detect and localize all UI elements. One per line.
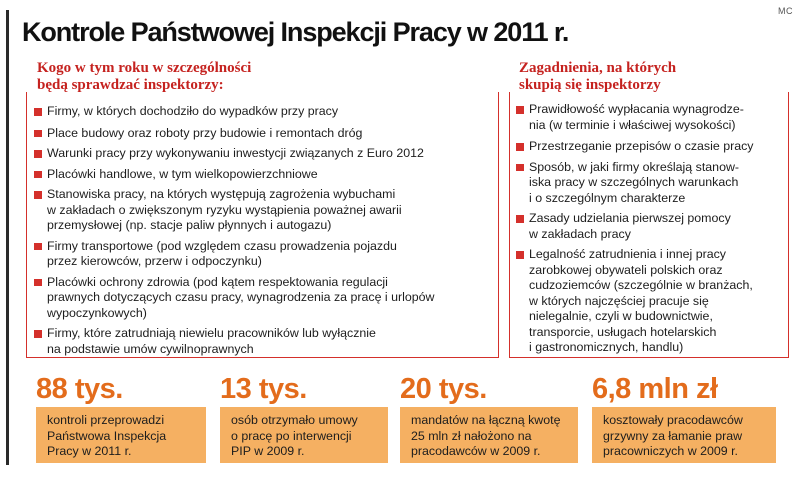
list-item-text: na podstawie umów cywilnoprawnych — [47, 341, 254, 356]
square-bullet-icon — [516, 251, 524, 259]
list-item-text: w których najczęściej pracuje się — [529, 293, 709, 308]
square-bullet-icon — [34, 150, 42, 158]
list-item: Placówki handlowe, w tym wielkopowierzch… — [34, 167, 496, 183]
list-item: Zasady udzielania pierwszej pomocy w zakł… — [516, 211, 786, 242]
list-item-text: przemysłowej (np. stacje paliw płynnych … — [47, 218, 332, 232]
list-item: Warunki pracy przy wykonywaniu inwestycj… — [34, 146, 496, 162]
stat-description-line: mandatów na łączną kwotę — [411, 413, 561, 427]
right-list: Prawidłowość wypłacania wynagrodze-nia (… — [516, 102, 786, 361]
square-bullet-icon — [516, 163, 524, 171]
right-heading-line: Zagadnienia, na których — [519, 60, 677, 76]
stat-description-line: kosztowały pracodawców — [603, 413, 743, 427]
right-panel-heading: Zagadnienia, na których skupią się inspe… — [519, 60, 676, 93]
list-item-text: Placówki ochrony zdrowia (pod kątem resp… — [47, 274, 388, 289]
square-bullet-icon — [34, 242, 42, 250]
square-bullet-icon — [516, 143, 524, 151]
left-panel-heading: Kogo w tym roku w szczególności będą spr… — [37, 60, 251, 93]
list-item-text: przez kierowców, przerw i odpoczynku) — [47, 254, 262, 268]
list-item-text: w zakładach o zwiększonym ryzyku wystąpi… — [47, 202, 402, 217]
square-bullet-icon — [34, 170, 42, 178]
list-item: Place budowy oraz roboty przy budowie i … — [34, 126, 496, 142]
stat-description: osób otrzymało umowy o pracę po interwenc… — [220, 407, 388, 463]
list-item: Sposób, w jaki firmy określają stanow-is… — [516, 160, 786, 207]
list-item-text: Placówki handlowe, w tym wielkopowierzch… — [47, 166, 318, 181]
list-item-text: w zakładach pracy — [529, 226, 631, 241]
list-item-text: i gastronomicznych, handlu) — [529, 340, 684, 354]
credit-label: MC — [778, 6, 793, 16]
page-title: Kontrole Państwowej Inspekcji Pracy w 20… — [22, 17, 569, 47]
left-list: Firmy, w których dochodziło do wypadków … — [34, 104, 496, 362]
square-bullet-icon — [34, 330, 42, 338]
list-item-text: Firmy, które zatrudniają niewielu pracow… — [47, 326, 376, 340]
list-item: Legalność zatrudnienia i innej pracy zaro… — [516, 247, 786, 356]
list-item-text: Przestrzeganie przepisów o czasie pracy — [529, 139, 754, 153]
list-item-text: nielegalnie, czyli w budownictwie, — [529, 309, 713, 323]
square-bullet-icon — [34, 129, 42, 137]
list-item: Przestrzeganie przepisów o czasie pracy — [516, 139, 786, 155]
list-item: Firmy, w których dochodziło do wypadków … — [34, 104, 496, 120]
stat-description-line: pracodawców w 2009 r. — [411, 444, 541, 458]
list-item-text: Prawidłowość wypłacania wynagrodze- — [529, 102, 744, 116]
stat-description-line: kontroli przeprowadzi — [47, 413, 165, 427]
stat-description-line: 25 mln zł nałożono na — [411, 428, 532, 443]
list-item: Placówki ochrony zdrowia (pod kątem resp… — [34, 275, 496, 322]
stat-description-line: osób otrzymało umowy — [231, 413, 358, 427]
list-item: Prawidłowość wypłacania wynagrodze-nia (… — [516, 102, 786, 133]
list-item: Firmy transportowe (pod względem czasu p… — [34, 239, 496, 270]
stat-description-line: o pracę po interwencji — [231, 428, 352, 443]
stat-description: kosztowały pracodawców grzywny za łamanie… — [592, 407, 776, 463]
list-item: Stanowiska pracy, na których występują z… — [34, 187, 496, 234]
list-item-text: Firmy, w których dochodziło do wypadków … — [47, 104, 339, 118]
square-bullet-icon — [34, 108, 42, 116]
stat-number: 88 tys. — [36, 373, 123, 405]
stat-description-line: grzywny za łamanie praw — [603, 428, 743, 443]
stat-description-line: pracowniczych w 2009 r. — [603, 444, 738, 458]
list-item-text: prawnych dotyczących czasu pracy, wynagr… — [47, 290, 435, 304]
list-item-text: cudzoziemców (szczególnie w branżach, — [529, 278, 753, 292]
list-item: Firmy, które zatrudniają niewielu pracow… — [34, 326, 496, 357]
list-item-text: zarobkowej obywateli polskich oraz — [529, 262, 723, 277]
list-item-text: i o szczególnym charakterze — [529, 190, 686, 205]
stat-description-line: Państwowa Inspekcja — [47, 428, 167, 443]
square-bullet-icon — [34, 191, 42, 199]
list-item-text: Sposób, w jaki firmy określają stanow- — [529, 159, 740, 174]
stat-description-line: Pracy w 2011 r. — [47, 444, 132, 458]
list-item-text: wypoczynkowych) — [47, 305, 147, 320]
list-item-text: Zasady udzielania pierwszej pomocy — [529, 211, 731, 225]
left-rule — [6, 10, 9, 465]
stat-description: kontroli przeprowadzi Państwowa Inspekcja… — [36, 407, 206, 463]
list-item-text: Place budowy oraz roboty przy budowie i … — [47, 125, 363, 140]
list-item-text: Stanowiska pracy, na których występują z… — [47, 187, 396, 201]
stat-number: 20 tys. — [400, 373, 487, 405]
stat-number: 13 tys. — [220, 373, 307, 405]
stat-description: mandatów na łączną kwotę 25 mln zł nałożo… — [400, 407, 578, 463]
left-heading-line: będą sprawdzać inspektorzy: — [37, 76, 224, 93]
square-bullet-icon — [34, 278, 42, 286]
list-item-text: nia (w terminie i właściwej wysokości) — [529, 117, 736, 132]
left-panel-frame — [26, 92, 499, 358]
list-item-text: Legalność zatrudnienia i innej pracy — [529, 247, 726, 261]
list-item-text: Warunki pracy przy wykonywaniu inwestycj… — [47, 146, 424, 160]
list-item-text: Firmy transportowe (pod względem czasu p… — [47, 238, 397, 253]
list-item-text: iska pracy w szczególnych warunkach — [529, 175, 739, 189]
stat-description-line: PIP w 2009 r. — [231, 444, 305, 458]
square-bullet-icon — [516, 215, 524, 223]
right-heading-line: skupią się inspektorzy — [519, 76, 661, 93]
list-item-text: transporcie, usługach hotelarskich — [529, 324, 717, 339]
square-bullet-icon — [516, 106, 524, 114]
right-panel-frame — [509, 92, 789, 358]
left-heading-line: Kogo w tym roku w szczególności — [37, 60, 252, 76]
stat-number: 6,8 mln zł — [592, 373, 718, 405]
